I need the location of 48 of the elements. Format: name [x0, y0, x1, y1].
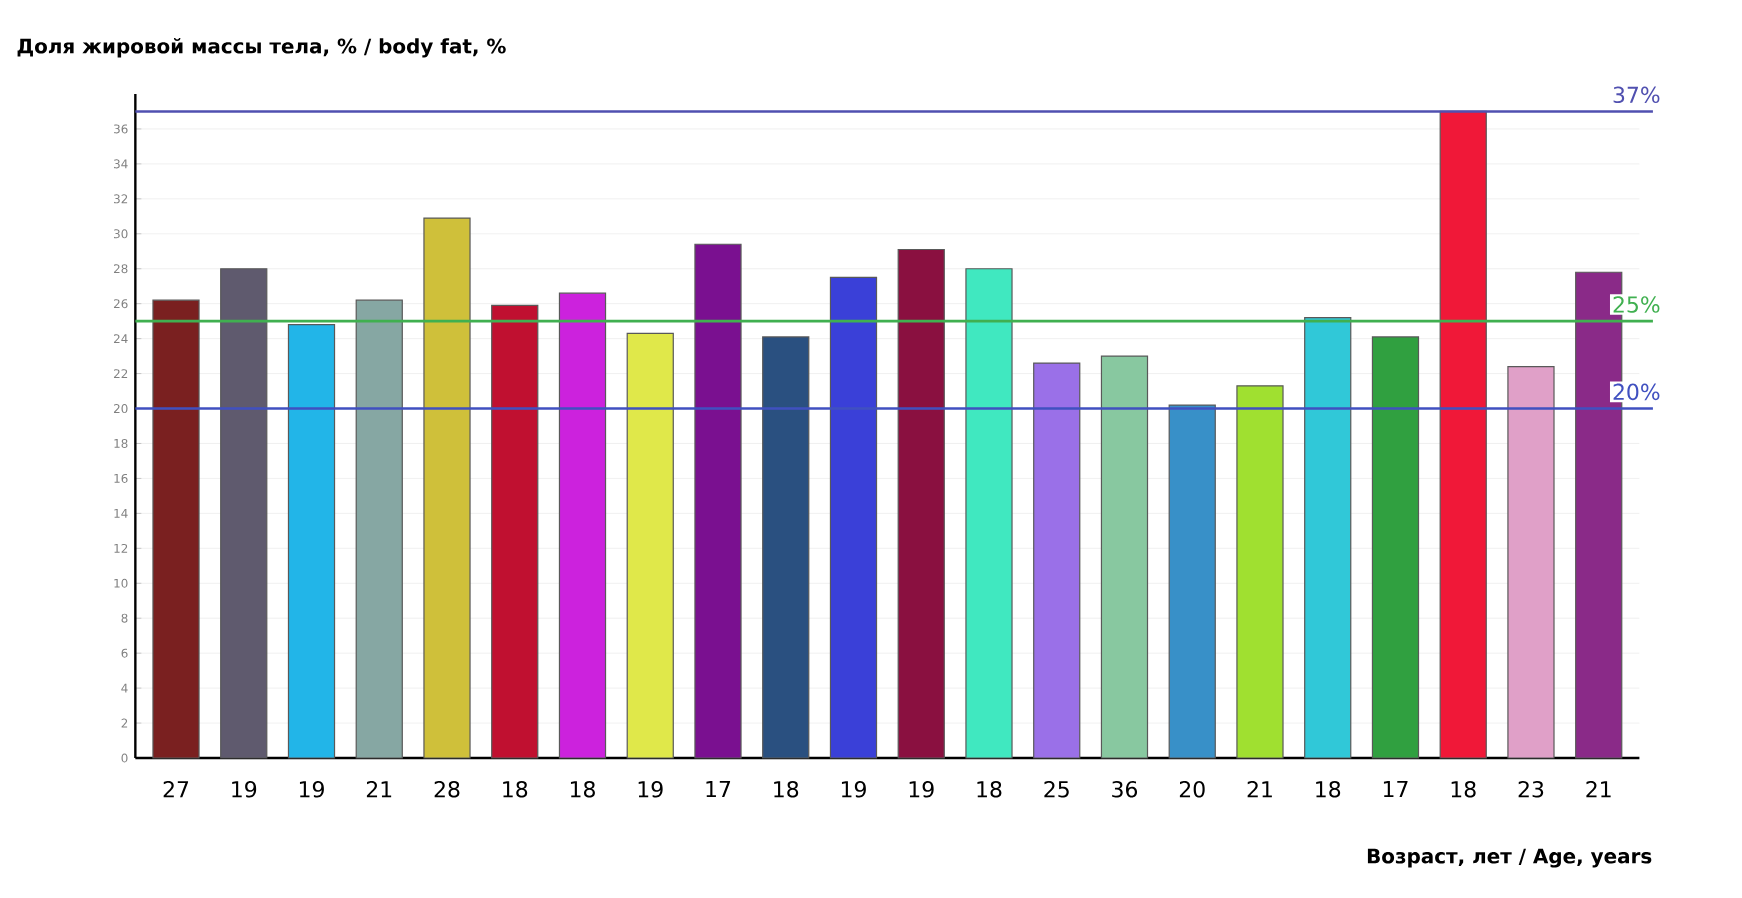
x-tick-label: 18	[503, 781, 528, 798]
x-tick-label: 19	[299, 781, 324, 798]
bar	[965, 268, 1013, 759]
bar	[1439, 110, 1487, 759]
bar	[558, 292, 607, 759]
x-tick-label: 18	[977, 781, 1002, 798]
bar	[423, 217, 471, 759]
x-tick-label: 17	[1383, 780, 1408, 797]
x-tick-label: 21	[366, 781, 392, 798]
ref-line-label: 20%	[1613, 383, 1660, 401]
x-tick-label: 17	[706, 780, 731, 797]
x-tick-label: 25	[1044, 781, 1069, 798]
x-tick-label: 20	[1179, 781, 1205, 798]
bar	[1236, 385, 1284, 759]
bar	[1507, 365, 1555, 759]
x-tick-label: 19	[232, 781, 257, 798]
x-tick-label: 23	[1518, 781, 1544, 798]
x-tick-label: 19	[841, 781, 866, 798]
y-axis-title: Доля жировой массы тела, % / body fat, %	[17, 38, 506, 58]
bar	[491, 304, 539, 759]
x-tick-label: 36	[1112, 781, 1138, 798]
bar	[897, 248, 945, 759]
x-tick-label: 27	[163, 781, 189, 798]
x-tick-label: 21	[1586, 781, 1611, 798]
x-tick-label: 21	[1247, 781, 1272, 798]
bar	[1371, 336, 1420, 759]
x-tick-label: 19	[638, 781, 663, 798]
bar	[829, 276, 878, 759]
bar	[152, 299, 200, 759]
bar	[1304, 317, 1352, 759]
bar	[1033, 362, 1081, 759]
x-tick-label: 28	[434, 781, 460, 798]
x-tick-label: 18	[1451, 781, 1476, 798]
x-tick-label: 18	[1316, 781, 1341, 798]
ref-line-label: 37%	[1613, 86, 1660, 104]
x-axis-title: Возраст, лет / Age, years	[1367, 848, 1652, 868]
bar	[694, 243, 742, 759]
bar	[355, 299, 403, 759]
bar	[762, 336, 810, 759]
bar	[287, 324, 336, 759]
x-tick-label: 18	[774, 781, 799, 798]
bar	[220, 268, 268, 759]
bar	[1168, 404, 1216, 759]
x-tick-label: 18	[570, 781, 595, 798]
x-tick-label: 19	[909, 781, 934, 798]
ref-line-label: 25%	[1613, 296, 1660, 313]
bar	[626, 332, 674, 759]
bar	[1100, 355, 1149, 759]
